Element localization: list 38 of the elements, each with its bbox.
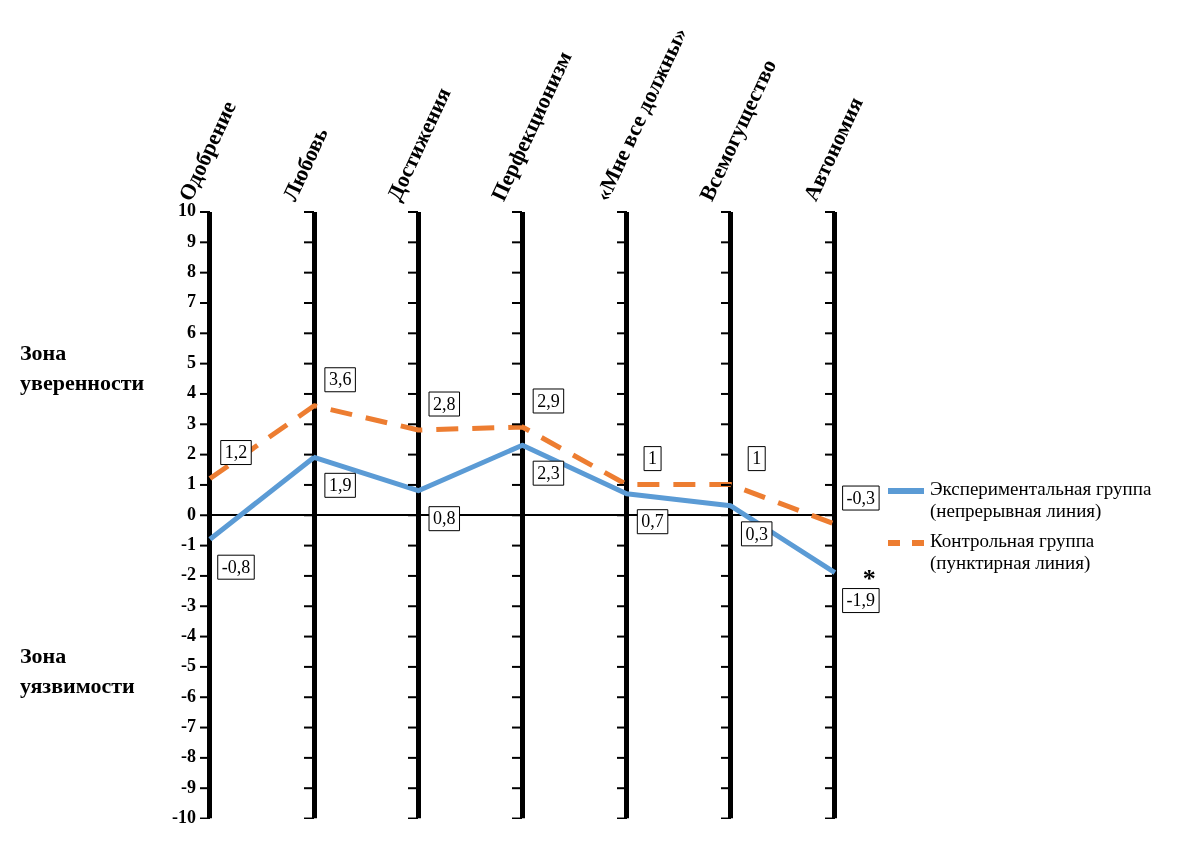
data-label: 2,3 (537, 462, 560, 483)
y-tick-label: -6 (180, 685, 196, 706)
y-tick-label: -3 (180, 594, 196, 615)
data-label: -0,8 (221, 556, 251, 577)
y-tick-label: -8 (180, 746, 196, 767)
data-label: 1 (648, 448, 658, 469)
legend-label: Экспериментальная группа (непрерывная линия) (930, 478, 1153, 522)
y-tick-label: -10 (171, 806, 196, 827)
y-tick-label: 7 (186, 291, 196, 312)
data-label: 0,7 (641, 511, 664, 532)
y-tick-label: 5 (186, 351, 196, 372)
y-tick-label: 4 (186, 382, 196, 403)
data-label: 1,9 (328, 475, 352, 496)
data-label: 1 (752, 448, 762, 469)
text: Зона уязвимости (20, 643, 136, 699)
data-label: -0,3 (846, 487, 876, 508)
y-tick-label: 2 (186, 442, 196, 463)
y-tick-label: -9 (180, 776, 196, 797)
text: Зона уверенности (20, 340, 145, 396)
y-tick-label: 10 (177, 200, 196, 221)
data-label: 0,3 (745, 523, 768, 544)
y-tick-label: -4 (180, 624, 196, 645)
y-tick-label: 1 (186, 473, 196, 494)
data-label: 1,2 (224, 442, 248, 463)
y-tick-label: -1 (180, 533, 196, 554)
y-tick-label: -5 (180, 655, 196, 676)
y-tick-label: -2 (180, 564, 196, 585)
y-tick-label: -7 (180, 715, 196, 736)
data-label: 0,8 (433, 508, 456, 529)
data-label: 2,9 (537, 390, 560, 411)
y-tick-label: 6 (186, 321, 196, 342)
y-tick-label: 3 (186, 412, 196, 433)
data-label: 2,8 (433, 393, 456, 414)
legend-label: Контрольная группа (пунктирная линия) (930, 530, 1096, 574)
data-label: 3,6 (328, 369, 352, 390)
y-tick-label: 8 (186, 260, 196, 281)
y-tick-label: 9 (186, 230, 196, 251)
y-tick-label: 0 (186, 503, 196, 524)
